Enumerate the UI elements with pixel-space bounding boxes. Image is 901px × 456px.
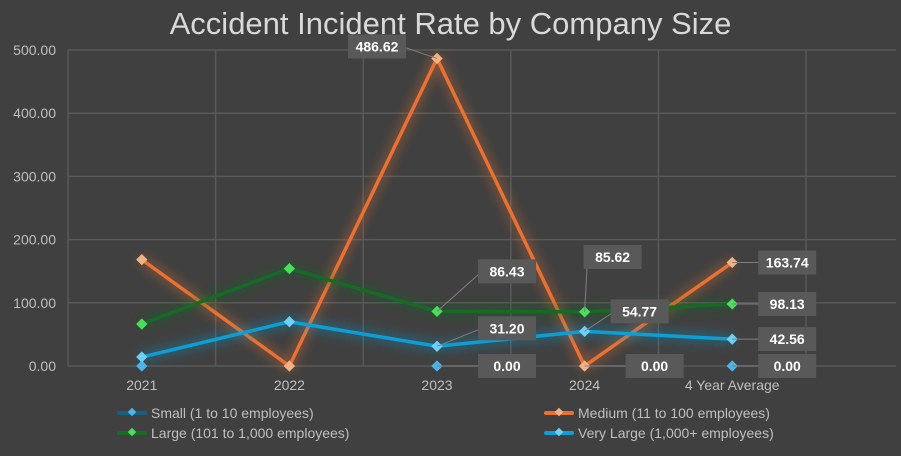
data-label: 42.56 xyxy=(770,331,805,347)
leader-line xyxy=(584,310,615,332)
legend-label: Large (101 to 1,000 employees) xyxy=(151,425,350,441)
chart-title: Accident Incident Rate by Company Size xyxy=(169,6,732,41)
legend-item-large: Large (101 to 1,000 employees) xyxy=(117,425,349,441)
data-label: 0.00 xyxy=(641,358,668,374)
data-label-box xyxy=(758,291,817,316)
y-tick-label: 200.00 xyxy=(13,232,56,248)
data-point xyxy=(136,318,148,330)
x-tick-label: 2022 xyxy=(274,377,305,393)
data-point xyxy=(283,262,296,275)
legend-item-medium: Medium (11 to 100 employees) xyxy=(544,405,770,421)
data-label-box xyxy=(610,299,669,324)
data-label: 98.13 xyxy=(770,296,805,312)
data-point xyxy=(136,360,148,372)
data-label-box xyxy=(478,259,536,284)
data-label-box xyxy=(625,354,684,378)
data-label: 163.74 xyxy=(766,255,809,271)
data-label: 486.62 xyxy=(356,38,399,54)
data-label: 85.62 xyxy=(595,249,630,265)
y-tick-label: 500.00 xyxy=(13,42,56,58)
y-tick-label: 0.00 xyxy=(29,358,56,374)
y-tick-label: 300.00 xyxy=(13,168,56,184)
data-label: 86.43 xyxy=(489,263,524,279)
data-label-box xyxy=(758,354,817,378)
data-label-box xyxy=(583,244,642,269)
data-label: 0.00 xyxy=(774,358,801,374)
legend-label: Small (1 to 10 employees) xyxy=(151,405,314,421)
y-tick-label: 400.00 xyxy=(13,105,56,121)
legend-item-very-large: Very Large (1,000+ employees) xyxy=(544,425,774,441)
data-label: 54.77 xyxy=(622,303,657,319)
leader-line xyxy=(401,45,438,59)
data-label-box xyxy=(478,354,536,378)
data-label: 31.20 xyxy=(489,320,524,336)
legend-item-small: Small (1 to 10 employees) xyxy=(117,405,314,421)
data-label-box xyxy=(478,316,536,341)
x-tick-label: 4 Year Average xyxy=(685,377,780,393)
data-label-box xyxy=(758,327,817,352)
x-tick-label: 2021 xyxy=(126,377,157,393)
y-tick-label: 100.00 xyxy=(13,295,56,311)
leader-line xyxy=(436,327,483,347)
leader-line xyxy=(436,271,483,312)
data-point xyxy=(136,351,148,363)
x-tick-label: 2024 xyxy=(569,377,600,393)
data-point xyxy=(283,316,296,328)
data-label-box xyxy=(758,250,817,275)
legend-label: Very Large (1,000+ employees) xyxy=(578,425,774,441)
legend-label: Medium (11 to 100 employees) xyxy=(578,405,770,421)
data-point xyxy=(283,360,296,372)
data-label-box xyxy=(348,34,406,59)
x-tick-label: 2023 xyxy=(421,377,452,393)
data-label: 0.00 xyxy=(493,358,520,374)
